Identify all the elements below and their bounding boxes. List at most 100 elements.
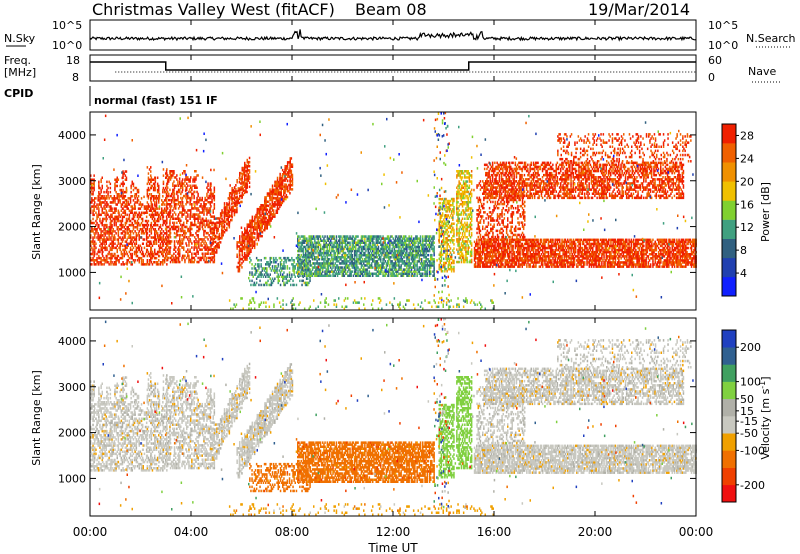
heatmap-cell <box>228 210 231 214</box>
heatmap-cell <box>195 207 197 210</box>
nave-label: Nave <box>748 65 776 78</box>
heatmap-cell <box>137 195 140 198</box>
heatmap-cell <box>276 193 279 196</box>
heatmap-cell <box>274 267 276 270</box>
heatmap-cell <box>118 236 120 239</box>
heatmap-cell <box>289 163 291 166</box>
heatmap-cell <box>184 258 186 262</box>
heatmap-cell <box>183 207 185 210</box>
heatmap-cell <box>148 242 151 245</box>
heatmap-cell <box>106 259 108 262</box>
heatmap-cell <box>96 217 98 221</box>
heatmap-cell <box>185 231 187 235</box>
heatmap-cell <box>106 223 108 227</box>
heatmap-cell <box>270 279 273 283</box>
heatmap-cell <box>207 201 209 204</box>
heatmap-cell <box>181 184 184 187</box>
heatmap-cell <box>240 241 242 244</box>
heatmap-cell <box>293 259 295 262</box>
heatmap-cell <box>124 221 127 225</box>
heatmap-cell <box>105 215 107 219</box>
heatmap-cell <box>187 176 189 179</box>
heatmap-cell <box>289 161 291 164</box>
heatmap-cell <box>242 245 245 249</box>
heatmap-cell <box>165 221 168 225</box>
heatmap-cell <box>166 207 169 210</box>
heatmap-cell <box>187 194 189 198</box>
heatmap-cell <box>202 254 204 258</box>
heatmap-cell <box>147 250 150 254</box>
heatmap-cell <box>226 214 228 217</box>
heatmap-cell <box>191 242 193 245</box>
heatmap-cell <box>114 236 116 239</box>
power-heatmap <box>90 111 697 310</box>
heatmap-cell <box>208 194 210 198</box>
heatmap-cell <box>152 252 155 256</box>
heatmap-cell <box>209 213 212 216</box>
heatmap-cell <box>192 178 194 181</box>
heatmap-cell <box>223 227 226 231</box>
heatmap-cell <box>305 268 307 271</box>
heatmap-cell <box>165 231 168 235</box>
heatmap-cell <box>323 258 325 261</box>
heatmap-cell <box>169 207 172 210</box>
heatmap-cell <box>242 168 245 172</box>
heatmap-cell <box>241 175 243 178</box>
heatmap-cell <box>170 174 173 177</box>
heatmap-cell <box>150 215 153 219</box>
heatmap-cell <box>278 191 280 194</box>
heatmap-cell <box>301 268 304 271</box>
heatmap-cell <box>112 201 114 204</box>
heatmap-cell <box>175 258 177 262</box>
heatmap-cell <box>274 201 276 204</box>
heatmap-cell <box>255 269 258 272</box>
heatmap-cell <box>146 261 149 264</box>
heatmap-cell <box>212 229 214 232</box>
heatmap-cell <box>117 242 120 245</box>
heatmap-cell <box>139 256 142 260</box>
heatmap-cell <box>245 190 247 194</box>
heatmap-cell <box>111 230 113 233</box>
heatmap-cell <box>91 228 93 231</box>
heatmap-cell <box>246 158 248 162</box>
heatmap-cell <box>175 184 177 187</box>
heatmap-cell <box>99 256 101 260</box>
heatmap-cell <box>204 254 206 258</box>
heatmap-cell <box>275 186 277 190</box>
heatmap-cell <box>319 266 322 269</box>
heatmap-cell <box>101 184 103 188</box>
heatmap-cell <box>228 192 231 195</box>
heatmap-cell <box>245 237 247 241</box>
heatmap-cell <box>279 191 281 194</box>
heatmap-cell <box>188 209 190 212</box>
heatmap-cell <box>193 256 195 260</box>
heatmap-cell <box>275 190 277 194</box>
heatmap-cell <box>213 186 216 189</box>
heatmap-cell <box>106 201 108 204</box>
heatmap-cell <box>158 250 161 254</box>
heatmap-cell <box>94 228 96 231</box>
heatmap-cell <box>142 252 144 256</box>
heatmap-cell <box>188 180 190 183</box>
heatmap-cell <box>124 209 127 212</box>
heatmap-cell <box>252 219 255 223</box>
heatmap-cell <box>134 230 136 233</box>
heatmap-cell <box>126 205 128 208</box>
heatmap-cell <box>92 193 94 196</box>
heatmap-cell <box>90 211 92 214</box>
heatmap-cell <box>91 226 93 229</box>
heatmap-cell <box>144 223 147 227</box>
heatmap-cell <box>131 252 133 256</box>
heatmap-cell <box>207 246 209 249</box>
heatmap-cell <box>267 275 269 278</box>
heatmap-cell <box>231 205 233 209</box>
heatmap-cell <box>168 178 170 181</box>
heatmap-cell <box>284 165 286 168</box>
heatmap-cell <box>180 223 182 227</box>
heatmap-cell <box>270 213 272 216</box>
heatmap-cell <box>147 252 150 256</box>
heatmap-cell <box>165 176 168 179</box>
heatmap-cell <box>186 221 188 225</box>
heatmap-cell <box>249 244 251 247</box>
heatmap-cell <box>222 229 224 233</box>
